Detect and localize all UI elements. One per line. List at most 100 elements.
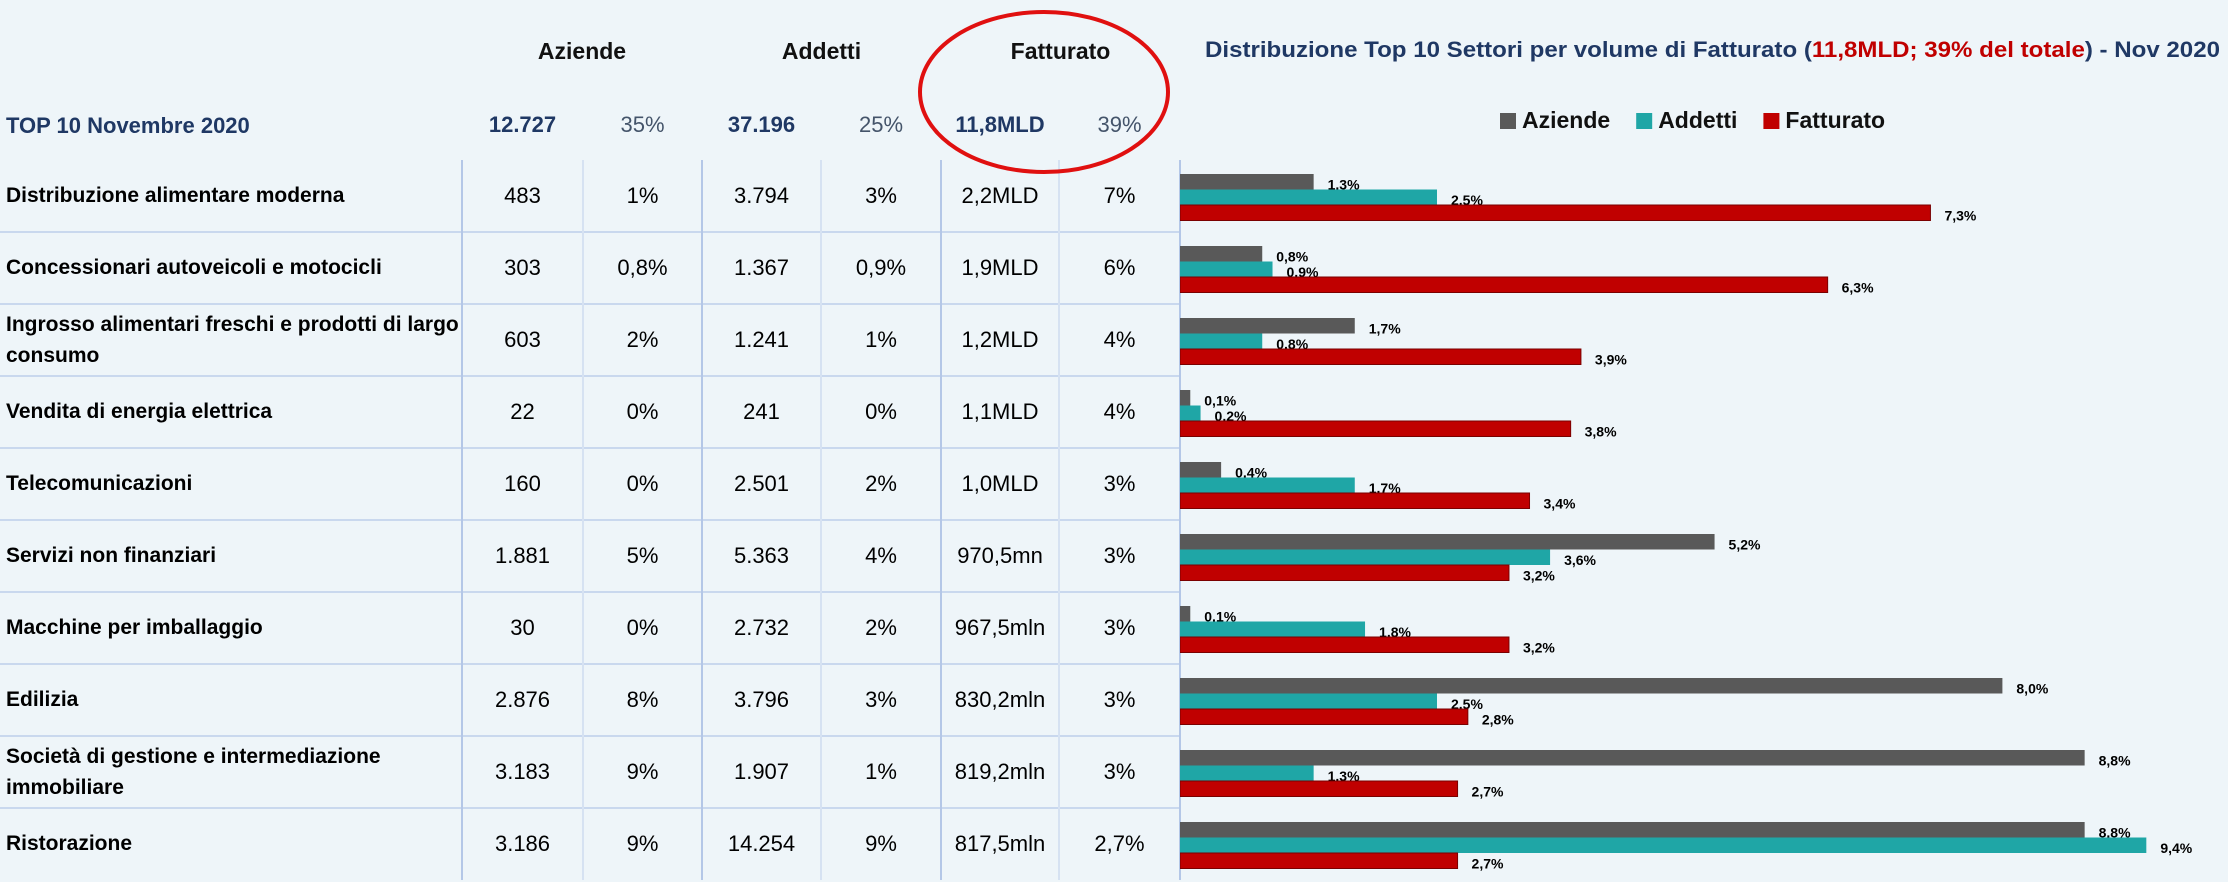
cell-value: 3%: [1103, 543, 1136, 568]
cell-value: 3%: [1103, 471, 1136, 496]
cell-value: 0%: [626, 399, 659, 424]
cell-value: 9%: [626, 759, 659, 784]
legend-swatch: [1763, 113, 1780, 129]
bar: [1180, 693, 1437, 709]
chart-title-part: Distribuzione Top 10 Settori per volume …: [1205, 37, 1813, 62]
total-value: 12.727: [488, 112, 557, 137]
cell-value: 3%: [1103, 687, 1136, 712]
column-divider: [1179, 160, 1181, 880]
column-header: Fatturato: [1010, 37, 1111, 64]
legend-label: Addetti: [1658, 107, 1737, 133]
cell-value: 1,0MLD: [961, 471, 1039, 496]
value-label: 0,9%: [1287, 264, 1319, 280]
cell-value: 3.796: [733, 687, 790, 712]
legend-swatch: [1500, 113, 1516, 129]
bar: [1180, 246, 1263, 262]
value-label: 2,7%: [1472, 855, 1504, 871]
row-divider: [0, 375, 1180, 377]
value-label: 0,1%: [1204, 392, 1236, 408]
bar: [1180, 837, 2147, 853]
cell-value: 830,2mln: [954, 687, 1046, 712]
highlight-ellipse: [918, 10, 1170, 174]
row-divider: [0, 447, 1180, 449]
row-divider: [0, 303, 1180, 305]
chart-title: Distribuzione Top 10 Settori per volume …: [1205, 37, 2220, 62]
cell-value: 3%: [865, 687, 897, 712]
row-label: Ristorazione: [6, 832, 133, 856]
cell-value: 0%: [626, 615, 659, 640]
value-label: 1,3%: [1328, 768, 1360, 784]
cell-value: 3.794: [733, 183, 790, 208]
column-divider: [1058, 160, 1060, 880]
bar: [1180, 780, 1459, 797]
value-label: 6,3%: [1842, 279, 1874, 295]
cell-value: 2.501: [733, 471, 790, 496]
value-label: 3,4%: [1544, 495, 1576, 511]
cell-value: 3%: [865, 183, 897, 208]
bar: [1180, 390, 1191, 406]
bar: [1180, 765, 1314, 781]
row-label: Concessionari autoveicoli e motocicli: [6, 256, 382, 280]
cell-value: 483: [504, 183, 541, 208]
value-label: 1,7%: [1369, 480, 1401, 496]
cell-value: 6%: [1103, 255, 1136, 280]
cell-value: 241: [743, 399, 780, 424]
value-label: 0,2%: [1215, 408, 1247, 424]
bar: [1180, 606, 1191, 622]
column-divider: [701, 160, 703, 880]
value-label: 3,9%: [1595, 351, 1627, 367]
row-label: Società di gestione e intermediazione im…: [6, 744, 381, 800]
row-divider: [0, 735, 1180, 737]
cell-value: 4%: [865, 543, 897, 568]
legend-swatch: [1636, 113, 1653, 129]
value-label: 3,2%: [1523, 639, 1555, 655]
bar: [1180, 750, 2085, 766]
cell-value: 4%: [1103, 327, 1136, 352]
value-label: 3,8%: [1585, 423, 1617, 439]
bar: [1180, 492, 1531, 509]
column-divider: [582, 160, 584, 880]
cell-value: 2,7%: [1094, 831, 1145, 856]
cell-value: 3%: [1103, 759, 1136, 784]
cell-value: 22: [510, 399, 535, 424]
value-label: 3,6%: [1564, 552, 1596, 568]
cell-value: 7%: [1103, 183, 1136, 208]
cell-value: 0%: [865, 399, 897, 424]
row-divider: [0, 663, 1180, 665]
column-divider: [820, 160, 822, 880]
cell-value: 0%: [626, 471, 659, 496]
row-label: Ingrosso alimentari freschi e prodotti d…: [6, 312, 459, 368]
bar: [1180, 621, 1366, 637]
bar: [1180, 276, 1829, 293]
value-label: 2,5%: [1451, 192, 1483, 208]
bar: [1180, 852, 1459, 869]
value-label: 9,4%: [2160, 840, 2192, 856]
cell-value: 2.876: [494, 687, 551, 712]
cell-value: 14.254: [727, 831, 796, 856]
row-label: Distribuzione alimentare moderna: [6, 184, 345, 208]
cell-value: 4%: [1103, 399, 1136, 424]
value-label: 2,5%: [1451, 696, 1483, 712]
bar: [1180, 261, 1273, 277]
bar: [1180, 420, 1572, 437]
cell-value: 5.363: [733, 543, 790, 568]
cell-value: 5%: [626, 543, 659, 568]
highlight-ellipse: [918, 10, 1170, 174]
cell-value: 2%: [865, 471, 897, 496]
value-label: 2,7%: [1472, 783, 1504, 799]
cell-value: 1,2MLD: [961, 327, 1039, 352]
bar: [1180, 333, 1263, 349]
cell-value: 9%: [865, 831, 897, 856]
bar: [1180, 564, 1510, 581]
cell-value: 1.367: [733, 255, 790, 280]
bar: [1180, 405, 1201, 421]
value-label: 0,1%: [1204, 608, 1236, 624]
row-label: Macchine per imballaggio: [6, 616, 263, 640]
cell-value: 817,5mln: [954, 831, 1046, 856]
chart-title-part: ) - Nov 2020: [2085, 37, 2220, 62]
cell-value: 1,9MLD: [961, 255, 1039, 280]
cell-value: 1.907: [733, 759, 790, 784]
cell-value: 1%: [626, 183, 659, 208]
cell-value: 0,8%: [617, 255, 668, 280]
value-label: 7,3%: [1944, 207, 1976, 223]
